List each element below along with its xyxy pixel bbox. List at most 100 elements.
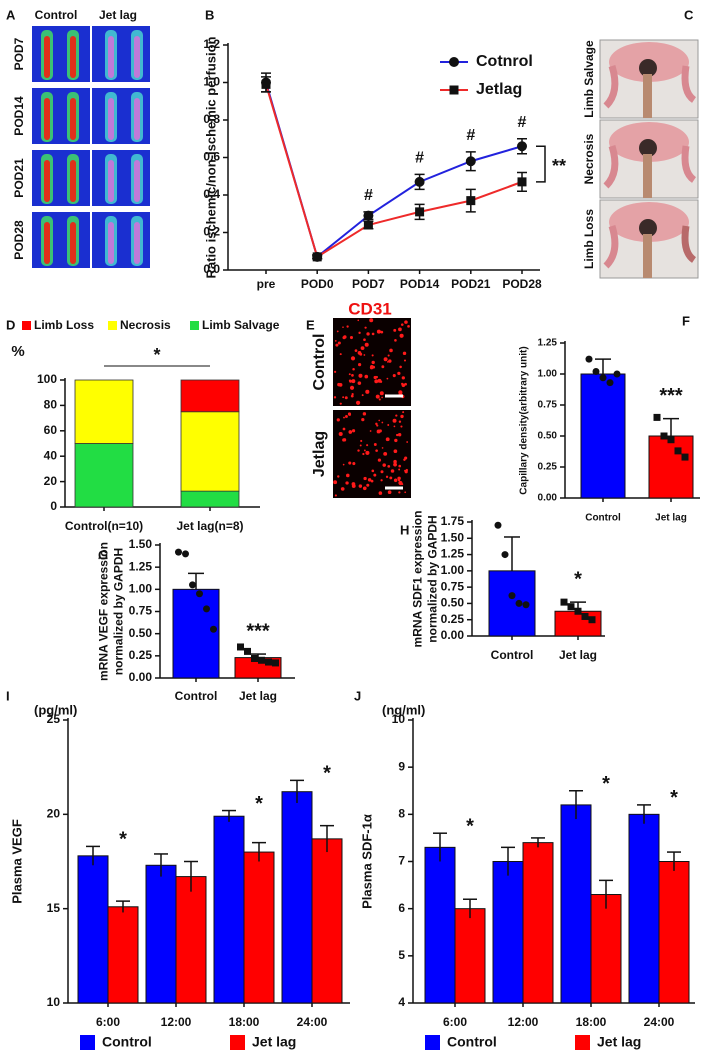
stain-dot — [393, 425, 396, 428]
stain-dot — [398, 491, 401, 494]
row-label: POD21 — [12, 158, 26, 198]
stain-dot — [350, 356, 356, 361]
stain-dot — [383, 451, 388, 456]
stain-dot — [335, 343, 339, 347]
panel-letter: I — [6, 688, 10, 703]
y-tick-label: 0.0 — [203, 262, 220, 276]
y-tick-label: 10 — [392, 712, 406, 726]
stain-dot — [349, 385, 355, 390]
data-point — [237, 643, 244, 651]
data-point — [175, 548, 182, 556]
stain-dot — [352, 462, 356, 466]
y-tick-label: 1.00 — [441, 563, 465, 577]
data-point — [574, 607, 582, 615]
stain-dot — [349, 336, 354, 340]
x-tick-label: 6:00 — [443, 1015, 467, 1029]
y-tick-label: 4 — [398, 995, 405, 1009]
x-tick-label: 24:00 — [297, 1015, 328, 1029]
stain-dot — [358, 363, 362, 367]
stain-dot — [386, 361, 389, 363]
stain-dot — [339, 402, 342, 405]
stain-dot — [342, 326, 344, 328]
data-point — [182, 550, 189, 558]
stain-dot — [357, 319, 360, 322]
legend-swatch — [190, 321, 199, 330]
x-tick-label: pre — [257, 277, 276, 291]
photo-tail — [639, 219, 657, 237]
photo-leg — [681, 145, 697, 183]
data-point — [494, 521, 502, 529]
y-tick-label: 8 — [398, 807, 405, 821]
stain-dot — [387, 424, 390, 426]
x-tick-label: POD14 — [400, 277, 440, 291]
stain-dot — [334, 494, 337, 497]
stain-dot — [378, 491, 383, 495]
stain-dot — [380, 470, 384, 474]
stain-dot — [364, 342, 369, 347]
stain-dot — [398, 420, 402, 423]
y-tick-label: 0.75 — [129, 604, 153, 618]
stain-dot — [369, 365, 374, 370]
y-tick-label: 1.25 — [538, 338, 558, 349]
data-point — [203, 605, 210, 613]
annotation: # — [518, 114, 527, 131]
limb-core — [134, 98, 140, 140]
legend-label: Control — [447, 1034, 497, 1050]
data-point — [567, 603, 575, 611]
legend-label: Control — [102, 1034, 152, 1050]
bracket-label: ** — [552, 156, 566, 176]
stain-dot — [362, 486, 367, 491]
annotation: * — [670, 787, 678, 809]
stain-dot — [344, 396, 348, 400]
data-point — [244, 647, 251, 655]
bar — [560, 804, 592, 1004]
data-point — [265, 658, 272, 666]
stain-dot — [364, 326, 367, 329]
stain-dot — [393, 478, 398, 483]
legend-swatch — [22, 321, 31, 330]
stain-dot — [362, 452, 365, 456]
stain-dot — [374, 379, 379, 384]
y-axis-label: % — [11, 343, 24, 360]
annotation: # — [364, 187, 373, 204]
point — [363, 220, 373, 230]
stain-dot — [365, 450, 370, 455]
data-point — [667, 436, 675, 444]
data-point — [196, 590, 203, 598]
stain-dot — [337, 341, 341, 345]
annotation: # — [466, 127, 475, 144]
data-point — [613, 370, 621, 378]
limb-core — [108, 98, 114, 140]
annotation: # — [415, 150, 424, 167]
stain-dot — [351, 429, 356, 433]
data-point — [189, 581, 196, 589]
stain-dot — [345, 415, 348, 418]
data-point — [522, 601, 530, 609]
stain-dot — [345, 481, 349, 485]
stain-dot — [362, 412, 367, 416]
bar — [175, 876, 207, 1004]
stain-dot — [354, 349, 358, 352]
image-title: CD31 — [348, 299, 391, 318]
legend-marker — [449, 85, 459, 95]
stain-dot — [366, 444, 369, 447]
point — [466, 196, 476, 206]
data-point — [585, 355, 593, 363]
stain-dot — [397, 479, 401, 482]
stain-dot — [405, 468, 408, 472]
stain-dot — [363, 476, 367, 481]
row-label: POD14 — [12, 96, 26, 136]
y-tick-label: 1.25 — [129, 559, 153, 573]
y-tick-label: 7 — [398, 854, 405, 868]
y-tick-label: 0.50 — [538, 431, 558, 442]
stain-dot — [395, 433, 399, 437]
data-point — [588, 616, 596, 624]
annotation: * — [255, 793, 263, 815]
bar — [145, 864, 177, 1004]
legend-swatch — [80, 1035, 95, 1050]
y-axis-label: normalized by GAPDH — [426, 515, 440, 642]
stain-dot — [338, 431, 343, 437]
image-tile — [32, 88, 90, 144]
column-label: Control — [35, 8, 78, 22]
row-label: Limb Salvage — [582, 40, 596, 118]
